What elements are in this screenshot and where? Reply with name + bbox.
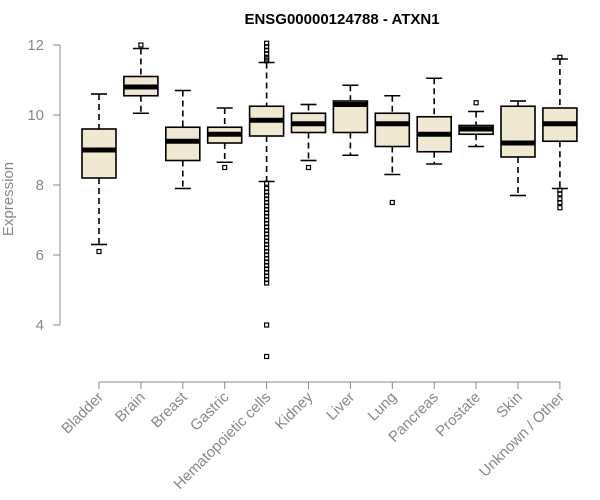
outlier-point (264, 353, 270, 360)
box-hematopoietic-cells (248, 40, 285, 360)
y-axis-label: Expression (0, 162, 17, 236)
outlier-point (222, 164, 228, 171)
outlier-point (264, 180, 270, 186)
plot-area (81, 40, 578, 360)
outlier-point (389, 199, 395, 206)
outlier-point (264, 58, 270, 64)
y-tick-label: 10 (27, 107, 44, 124)
box-prostate (458, 100, 494, 148)
y-tick-label: 12 (27, 37, 44, 54)
x-tick-label: Bladder (58, 389, 107, 438)
outlier-point (557, 199, 563, 206)
y-axis: 4 6 8 10 12 (27, 37, 61, 334)
iqr-box (500, 105, 536, 158)
chart-title: ENSG00000124788 - ATXN1 (244, 11, 439, 28)
y-tick-label: 8 (36, 177, 44, 194)
x-tick-label: Skin (493, 389, 526, 422)
outlier-point (264, 322, 270, 328)
iqr-box (165, 126, 201, 162)
x-tick-label: Kidney (272, 388, 317, 433)
y-tick-label: 6 (36, 247, 44, 264)
y-tick-label: 4 (36, 317, 44, 334)
box-lung (374, 94, 411, 206)
outlier-point (557, 54, 563, 60)
iqr-box (81, 128, 117, 179)
outlier-point (264, 280, 270, 286)
outlier-point (473, 100, 479, 106)
outlier-point (557, 191, 563, 197)
outlier-point (138, 42, 144, 48)
box-unknown-other (542, 54, 578, 211)
box-pancreas (416, 77, 453, 165)
box-liver (332, 84, 369, 157)
box-kidney (290, 103, 327, 171)
box-bladder (81, 93, 117, 255)
x-tick-label: Breast (148, 388, 191, 431)
x-tick-label: Brain (112, 389, 149, 426)
box-gastric (206, 107, 243, 171)
x-tick-label: Lung (365, 389, 401, 425)
box-brain (123, 42, 159, 115)
outlier-point (305, 164, 312, 171)
outlier-point (557, 205, 563, 211)
iqr-box (374, 112, 411, 148)
box-skin (500, 100, 536, 197)
x-tick-label: Prostate (432, 389, 484, 441)
outlier-point (96, 248, 102, 255)
x-tick-label: Liver (323, 389, 358, 424)
box-breast (165, 89, 201, 190)
